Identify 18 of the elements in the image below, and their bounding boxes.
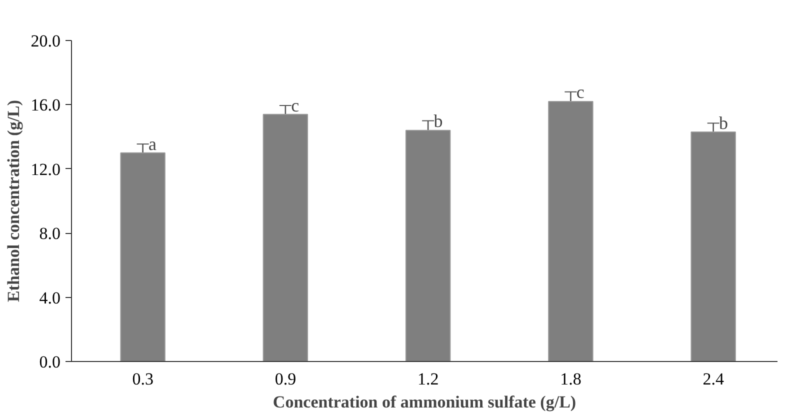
y-tick-label: 8.0 bbox=[39, 224, 60, 244]
y-tick-label: 0.0 bbox=[39, 352, 60, 372]
annotation: a bbox=[148, 134, 157, 154]
y-axis-title: Ethanol concentration (g/L) bbox=[4, 100, 23, 302]
y-tick-label: 16.0 bbox=[30, 96, 60, 115]
annotation: b bbox=[434, 110, 443, 131]
x-tick-label: 1.8 bbox=[560, 370, 582, 388]
x-tick-label: 0.9 bbox=[274, 370, 296, 388]
x-tick-label: 1.2 bbox=[417, 370, 439, 388]
y-tick-label: 12.0 bbox=[30, 160, 60, 179]
x-axis-title: Concentration of ammonium sulfate (g/L) bbox=[272, 392, 576, 412]
annotation: c bbox=[576, 82, 584, 102]
annotation: b bbox=[719, 113, 728, 134]
x-tick-label: 0.3 bbox=[132, 370, 154, 388]
x-tick-label: 2.4 bbox=[702, 370, 724, 388]
annotation: c bbox=[291, 96, 300, 116]
y-tick-label: 4.0 bbox=[39, 288, 60, 308]
y-tick-label: 20.0 bbox=[30, 32, 60, 50]
